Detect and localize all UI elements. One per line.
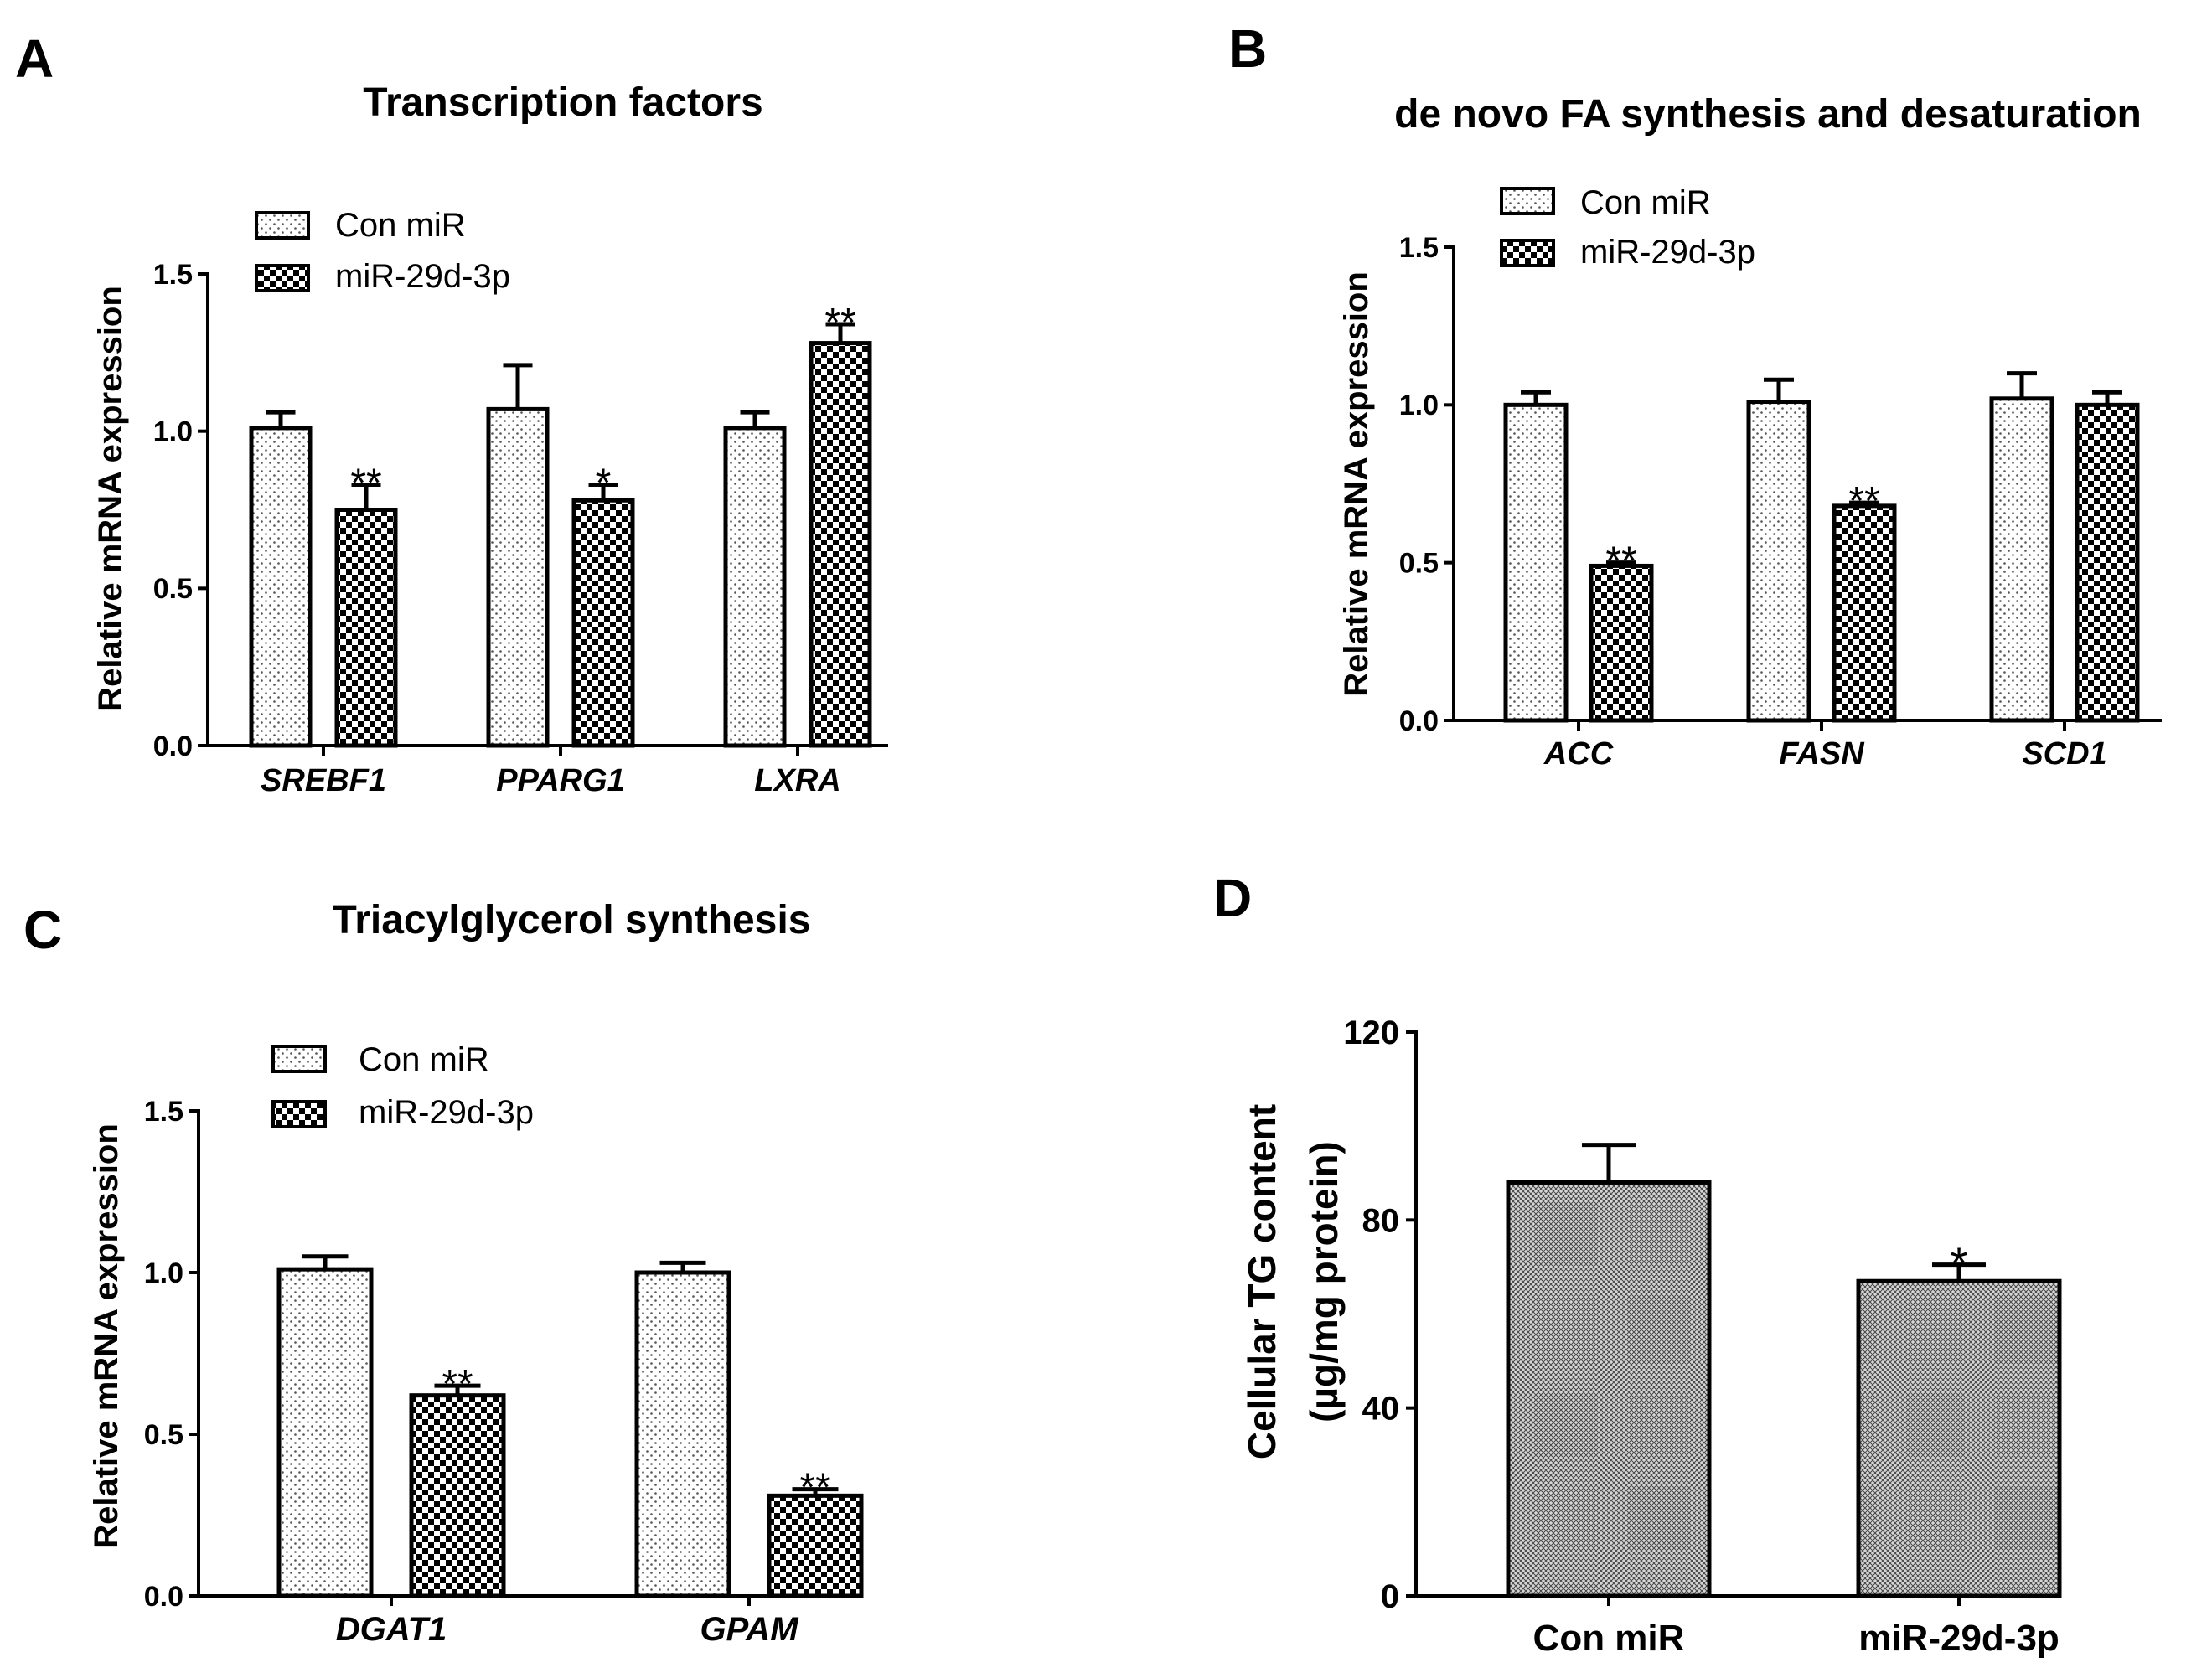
bar bbox=[767, 1493, 864, 1598]
y-tick-label: 120 bbox=[1343, 1015, 1399, 1051]
y-axis-label: Relative mRNA expression bbox=[88, 1123, 125, 1549]
panel-d: D 0 40 80 120 Con miR * miR-29d-3p Cellular TG… bbox=[1213, 868, 2062, 1659]
panel-c: C Triacylglycerol synthesis Con miR miR-… bbox=[23, 898, 864, 1648]
y-axis-label: Relative mRNA expression bbox=[92, 286, 129, 711]
legend-label: Con miR bbox=[335, 207, 466, 244]
bar bbox=[1832, 503, 1897, 723]
bar bbox=[409, 1393, 506, 1598]
significance-marker: ** bbox=[442, 1362, 473, 1407]
y-tick-label: 1.0 bbox=[1399, 390, 1439, 421]
legend-label: Con miR bbox=[359, 1041, 489, 1078]
bar bbox=[276, 1267, 374, 1598]
bar bbox=[571, 498, 635, 748]
legend: Con miR miR-29d-3p bbox=[1500, 184, 1755, 271]
panel-b: B de novo FA synthesis and desaturation … bbox=[1228, 18, 2162, 772]
bar bbox=[334, 508, 398, 748]
significance-marker: ** bbox=[1605, 540, 1636, 584]
chart-title: Transcription factors bbox=[363, 80, 762, 125]
bar bbox=[634, 1270, 731, 1598]
significance-marker: ** bbox=[350, 461, 381, 505]
bar bbox=[723, 426, 787, 748]
plot-area: 0.0 0.5 1.0 1.5 ** DGAT1 ** GPAM bbox=[144, 1096, 864, 1648]
significance-marker: * bbox=[596, 461, 612, 505]
legend-swatch-mir-29d-3p bbox=[1500, 239, 1555, 267]
legend-swatch-con-mir bbox=[1500, 187, 1555, 215]
legend-swatch-con-mir bbox=[255, 211, 310, 240]
legend-label: miR-29d-3p bbox=[359, 1094, 534, 1131]
panel-a: A Transcription factors Con miR miR-29d-… bbox=[15, 28, 888, 798]
y-tick-label: 0 bbox=[1381, 1578, 1399, 1615]
panel-label: D bbox=[1213, 868, 1252, 928]
y-tick-label: 0.5 bbox=[144, 1419, 183, 1451]
y-tick-label: 1.5 bbox=[153, 259, 193, 291]
x-tick-label: miR-29d-3p bbox=[1858, 1618, 2060, 1659]
x-tick-label: SCD1 bbox=[2022, 736, 2106, 772]
legend-swatch-mir-29d-3p bbox=[271, 1100, 327, 1128]
y-tick-label: 1.0 bbox=[144, 1257, 183, 1289]
significance-marker: ** bbox=[824, 301, 855, 345]
x-tick-label: DGAT1 bbox=[336, 1611, 447, 1648]
significance-marker: ** bbox=[799, 1466, 830, 1510]
x-tick-label: PPARG1 bbox=[496, 763, 624, 798]
legend-label: miR-29d-3p bbox=[335, 258, 510, 295]
x-tick-label: ACC bbox=[1543, 736, 1614, 772]
y-tick-label: 0.5 bbox=[1399, 548, 1439, 580]
y-tick-label: 1.5 bbox=[144, 1096, 183, 1128]
plot-area: 0.0 0.5 1.0 1.5 ** SREBF1 * PPARG1 ** LXRA bbox=[153, 259, 888, 798]
bar bbox=[1506, 1180, 1712, 1598]
x-tick-label: LXRA bbox=[754, 763, 840, 798]
legend-label: miR-29d-3p bbox=[1580, 234, 1755, 271]
bar bbox=[809, 341, 872, 748]
bar bbox=[1989, 396, 2054, 723]
y-tick-label: 1.0 bbox=[153, 416, 193, 448]
chart-title: de novo FA synthesis and desaturation bbox=[1394, 92, 2142, 137]
panel-label: B bbox=[1228, 18, 1267, 79]
y-tick-label: 40 bbox=[1362, 1391, 1400, 1428]
bar bbox=[1856, 1278, 2062, 1598]
chart-title: Triacylglycerol synthesis bbox=[333, 898, 811, 942]
bar bbox=[1589, 563, 1654, 723]
x-tick-label: SREBF1 bbox=[261, 763, 386, 798]
y-tick-label: 1.5 bbox=[1399, 232, 1439, 264]
bar bbox=[1746, 400, 1811, 723]
legend-swatch-mir-29d-3p bbox=[255, 264, 310, 292]
legend: Con miR miR-29d-3p bbox=[255, 207, 510, 295]
y-tick-label: 0.5 bbox=[153, 573, 193, 605]
y-tick-label: 0.0 bbox=[1399, 705, 1439, 737]
significance-marker: ** bbox=[1848, 479, 1879, 524]
x-tick-label: FASN bbox=[1779, 736, 1865, 772]
significance-marker: * bbox=[1950, 1239, 1967, 1289]
plot-area: 0 40 80 120 Con miR * miR-29d-3p bbox=[1343, 1015, 2062, 1659]
panel-label: A bbox=[15, 28, 54, 89]
bar bbox=[2075, 402, 2140, 723]
legend-label: Con miR bbox=[1580, 184, 1711, 221]
y-axis-label: Cellular TG content bbox=[1240, 1104, 1284, 1459]
legend-swatch-con-mir bbox=[271, 1045, 327, 1073]
bar bbox=[1503, 402, 1569, 723]
y-axis-label-units: (µg/mg protein) bbox=[1302, 1141, 1346, 1422]
bar bbox=[249, 426, 313, 748]
legend: Con miR miR-29d-3p bbox=[271, 1041, 534, 1131]
y-tick-label: 0.0 bbox=[144, 1581, 183, 1613]
y-tick-label: 0.0 bbox=[153, 731, 193, 762]
x-tick-label: Con miR bbox=[1533, 1618, 1685, 1659]
bar bbox=[486, 406, 550, 748]
y-tick-label: 80 bbox=[1362, 1202, 1400, 1239]
x-tick-label: GPAM bbox=[700, 1611, 799, 1648]
panel-label: C bbox=[23, 900, 62, 960]
y-axis-label: Relative mRNA expression bbox=[1338, 271, 1375, 697]
plot-area: 0.0 0.5 1.0 1.5 ** ACC ** FASN SCD1 bbox=[1399, 232, 2162, 772]
